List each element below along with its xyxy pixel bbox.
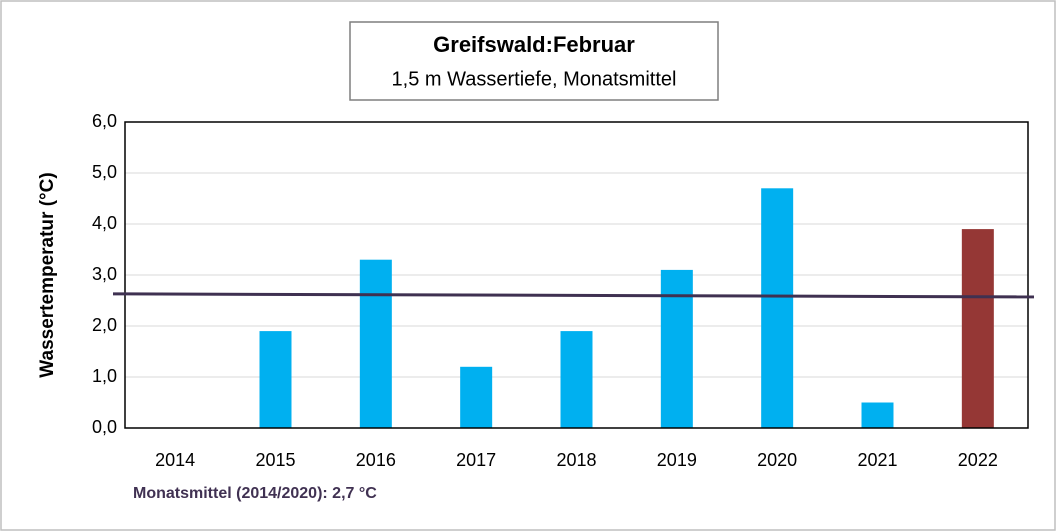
x-tick-label: 2022 — [958, 450, 998, 470]
bar — [861, 402, 894, 428]
chart-subtitle: 1,5 m Wassertiefe, Monatsmittel — [392, 68, 677, 90]
plot-frame — [124, 121, 1029, 429]
x-tick-label: 2017 — [456, 450, 496, 470]
x-tick-label: 2015 — [255, 450, 295, 470]
x-tick-label: 2018 — [556, 450, 596, 470]
y-tick-label: 5,0 — [92, 162, 117, 182]
y-tick-label: 3,0 — [92, 264, 117, 284]
y-tick-label: 4,0 — [92, 213, 117, 233]
bar — [660, 269, 693, 428]
x-tick-label: 2019 — [657, 450, 697, 470]
bar — [460, 366, 493, 428]
x-tick-label: 2020 — [757, 450, 797, 470]
annotation: Monatsmittel (2014/2020): 2,7 °C — [133, 485, 377, 502]
reference-line — [112, 292, 1035, 299]
x-tick-label: 2021 — [857, 450, 897, 470]
bar — [961, 229, 994, 428]
y-tick-label: 6,0 — [92, 111, 117, 131]
bar — [761, 188, 794, 428]
chart-title: Greifswald:Februar — [433, 32, 635, 57]
bar — [259, 331, 292, 428]
y-tick-label: 1,0 — [92, 366, 117, 386]
x-tick-label: 2016 — [356, 450, 396, 470]
y-axis-label: Wassertemperatur (°C) — [37, 172, 58, 377]
bar — [359, 259, 392, 428]
bar — [560, 331, 593, 428]
title-box — [349, 21, 719, 101]
x-tick-label: 2014 — [155, 450, 195, 470]
y-tick-label: 2,0 — [92, 315, 117, 335]
y-tick-label: 0,0 — [92, 417, 117, 437]
